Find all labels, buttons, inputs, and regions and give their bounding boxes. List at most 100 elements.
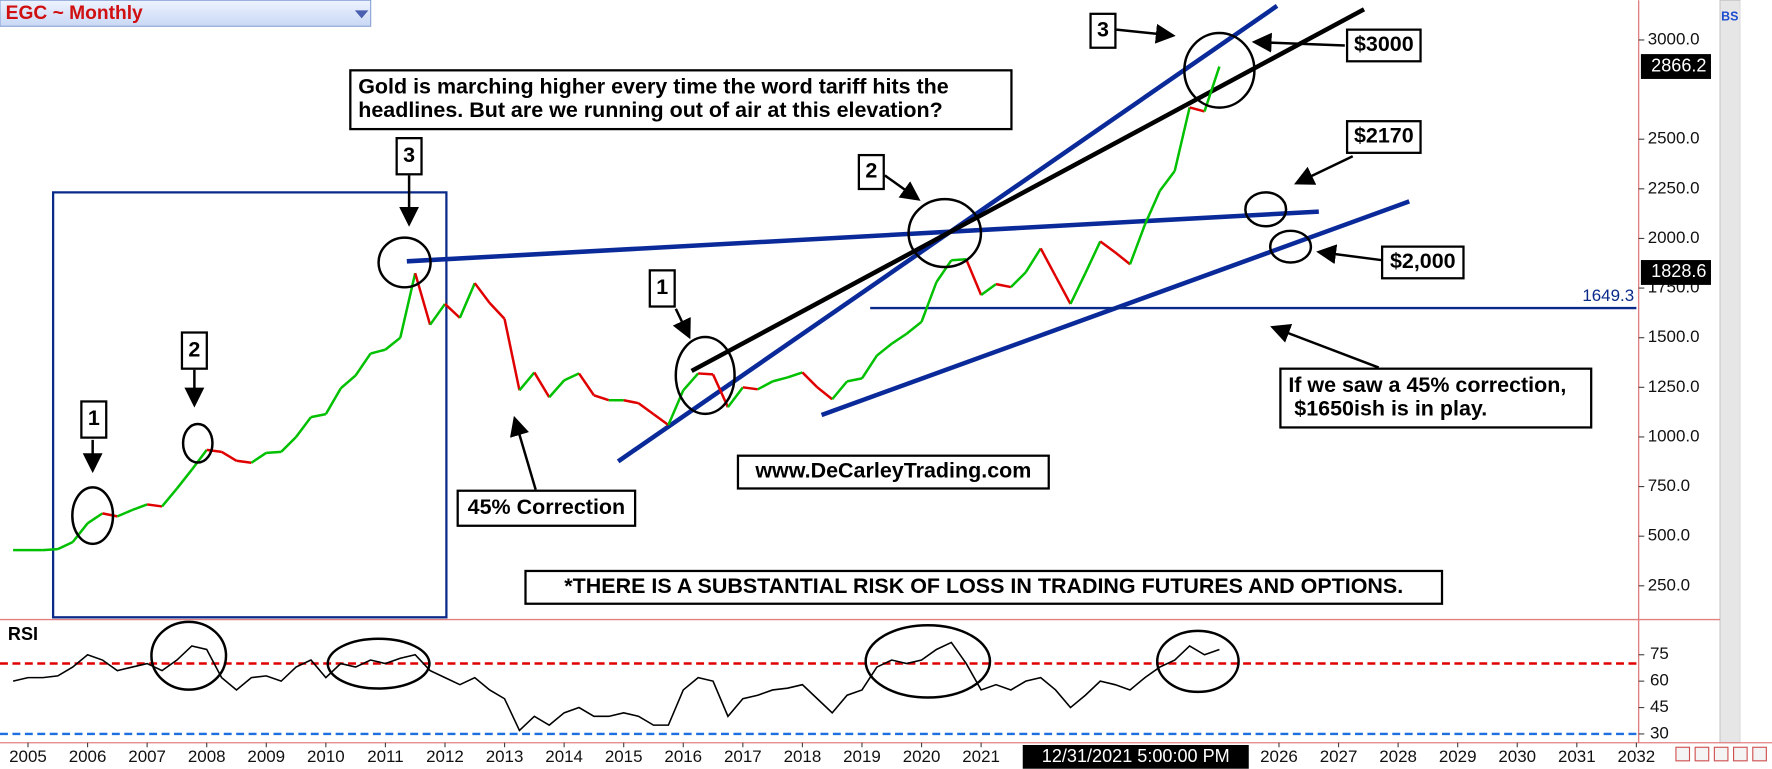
price-segment — [816, 386, 833, 401]
price-segment — [116, 508, 133, 518]
arrow — [1116, 23, 1176, 44]
y-tick-label: 75 — [1650, 644, 1669, 663]
price-segment — [1099, 240, 1116, 254]
rsi-title: RSI — [8, 624, 38, 644]
annotation-text: 45% Correction — [468, 495, 625, 519]
nav-button[interactable] — [1733, 746, 1748, 762]
price-segment — [414, 272, 432, 326]
right-margin — [1740, 0, 1772, 769]
price-segment — [280, 436, 297, 453]
circle — [181, 422, 214, 464]
price-segment — [682, 372, 700, 392]
arrows — [82, 23, 1383, 490]
annotation-box — [395, 137, 423, 176]
price-segment — [503, 318, 521, 391]
nav-button[interactable] — [1694, 746, 1710, 762]
price-segment — [980, 283, 997, 297]
price-segment — [801, 371, 819, 389]
annotation-text: $2,000 — [1390, 249, 1456, 273]
price-segment — [652, 413, 670, 427]
y-tick-label: 500.0 — [1648, 526, 1690, 545]
nav-button[interactable] — [1752, 746, 1767, 762]
price-segment — [458, 282, 476, 319]
price-segment — [1128, 224, 1147, 265]
price-segment — [473, 282, 491, 304]
price-segment — [1158, 170, 1176, 192]
y-tick-label: 30 — [1650, 723, 1669, 742]
price-segment — [42, 547, 58, 552]
price-segment — [444, 303, 461, 319]
annotation-box — [456, 489, 637, 527]
price-segment — [726, 386, 744, 408]
annotation-text: 1 — [88, 406, 100, 430]
x-tick-label: 2013 — [486, 747, 524, 766]
annotation-text: If we saw a 45% correction, — [1288, 373, 1566, 397]
price-segment — [831, 380, 849, 401]
price-segment — [266, 450, 282, 455]
annotation-text: 2 — [188, 337, 200, 361]
x-tick-label: 2017 — [724, 747, 762, 766]
circle — [1268, 229, 1313, 264]
corner-label: BS — [1721, 9, 1738, 23]
rsi-line — [12, 641, 1220, 732]
price-segment — [577, 372, 595, 396]
price-segment — [236, 459, 252, 464]
price-segment — [787, 371, 803, 379]
arrow — [1270, 324, 1380, 369]
x-tick-label: 2014 — [545, 747, 583, 766]
annotation-text: 3 — [1097, 17, 1109, 41]
y-tick-label: 60 — [1650, 671, 1669, 690]
price-segment — [295, 416, 312, 438]
y-tick-label: 250.0 — [1648, 575, 1690, 594]
x-tick-label: 2006 — [69, 747, 107, 766]
annotation-text: $2170 — [1354, 124, 1414, 148]
x-tick-label: 2030 — [1498, 747, 1536, 766]
price-segment — [965, 258, 983, 296]
annotation-text: 1 — [656, 275, 668, 299]
annotation-box — [857, 153, 885, 191]
arrow — [884, 174, 921, 201]
circle — [326, 637, 431, 690]
price-segment — [1173, 107, 1191, 172]
x-tick-label: 2010 — [307, 747, 345, 766]
annotation-text: 2 — [865, 159, 877, 183]
annotation-text: Gold is marching higher every time the w… — [358, 75, 949, 99]
price-segment — [1114, 251, 1131, 266]
x-tick-label: 2009 — [247, 747, 285, 766]
circle — [150, 620, 228, 691]
dropdown-arrow[interactable] — [354, 10, 369, 19]
price-segment — [429, 303, 446, 326]
annotation-box — [1279, 367, 1593, 429]
nav-button[interactable] — [1675, 746, 1691, 762]
arrow — [1316, 244, 1383, 265]
y-tick-label: 45 — [1650, 697, 1669, 716]
price-segment — [548, 379, 566, 399]
nav-button[interactable] — [1713, 746, 1729, 762]
x-tick-label: 2007 — [128, 747, 166, 766]
data-layer: 250.0500.0750.01000.01250.01500.01750.02… — [0, 12, 1711, 769]
x-tick-label: 2005 — [9, 747, 47, 766]
circle — [1155, 629, 1240, 694]
price-segment — [86, 512, 104, 525]
price-segment — [354, 352, 372, 377]
annotation-text: 3 — [403, 143, 415, 167]
highlight-box — [51, 191, 448, 619]
title-box[interactable] — [0, 0, 372, 27]
y-tick-label: 750.0 — [1648, 476, 1690, 495]
price-segment — [518, 371, 536, 392]
price-segment — [220, 450, 238, 462]
price-segment — [951, 258, 967, 262]
x-tick-label: 2012 — [426, 747, 464, 766]
y-tick-label: 1250.0 — [1648, 377, 1700, 396]
price-segment — [370, 348, 386, 355]
price-segment — [593, 394, 610, 402]
nav-buttons[interactable] — [1675, 746, 1767, 762]
x-tick-label: 2020 — [903, 747, 941, 766]
arrow — [1251, 32, 1345, 53]
annotation-box — [80, 400, 108, 439]
chart-title: EGC ~ Monthly — [6, 3, 143, 24]
arrow — [510, 415, 537, 490]
x-tick-label: 2031 — [1558, 747, 1596, 766]
annotation-box — [1380, 245, 1465, 280]
